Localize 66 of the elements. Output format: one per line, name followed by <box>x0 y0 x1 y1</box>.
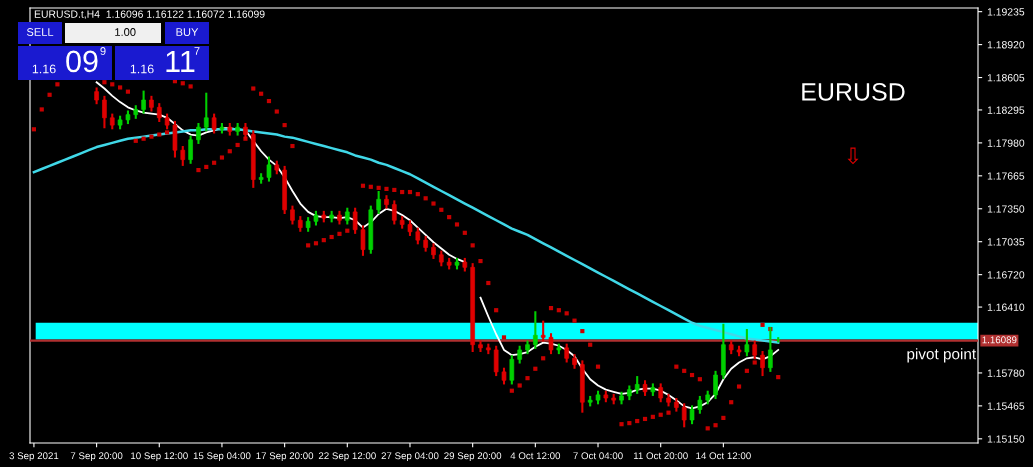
y-tick-label: 1.16720 <box>987 271 1025 279</box>
x-tick-label: 15 Sep 04:00 <box>193 452 251 462</box>
x-tick-label: 11 Oct 20:00 <box>633 452 688 460</box>
candlestick <box>360 224 366 257</box>
x-tick-label: 22 Sep 12:00 <box>318 452 376 462</box>
candlestick <box>180 144 186 167</box>
candlestick <box>752 339 758 361</box>
candlestick <box>713 369 718 401</box>
ref-line-label: 1.16089 <box>982 336 1017 344</box>
candlestick <box>392 199 397 226</box>
y-tick-label: 1.17035 <box>987 238 1025 246</box>
annotation: EURUSD <box>802 83 905 101</box>
x-tick-label: 3 Sep 2021 <box>9 452 59 462</box>
candlestick <box>188 134 193 165</box>
candlestick <box>540 319 546 343</box>
x-tick-label: 17 Sep 20:00 <box>256 452 314 462</box>
candlestick <box>681 402 687 429</box>
y-tick-label: 1.17350 <box>987 205 1025 213</box>
y-tick-label: 1.15150 <box>987 435 1025 443</box>
candlestick <box>760 349 765 378</box>
candlestick <box>266 155 272 183</box>
y-tick-label: 1.18920 <box>987 41 1025 49</box>
x-tick-label: 4 Oct 12:00 <box>510 452 561 460</box>
candlestick <box>352 206 358 235</box>
x-tick-label: 7 Sep 20:00 <box>70 452 123 462</box>
y-tick-label: 1.18295 <box>987 106 1025 114</box>
annotation: 1.16 <box>130 64 154 74</box>
candlestick <box>689 404 695 426</box>
annotation: 7 <box>194 47 200 55</box>
annotation: 9 <box>100 47 106 55</box>
y-tick-label: 1.15780 <box>987 369 1025 377</box>
x-tick-label: 29 Sep 20:00 <box>444 452 502 462</box>
annotation: 1.00 <box>115 28 136 36</box>
candlestick <box>564 342 569 364</box>
x-tick-label: 27 Sep 04:00 <box>381 452 439 462</box>
candlestick <box>290 204 295 226</box>
annotation: SELL <box>26 28 54 36</box>
candlestick <box>658 382 663 404</box>
annotation: BUY <box>176 28 199 36</box>
candlestick <box>548 332 554 356</box>
candlestick <box>493 344 499 378</box>
candlestick <box>196 121 201 145</box>
x-tick-label: 7 Oct 04:00 <box>573 452 623 460</box>
y-tick-label: 1.17665 <box>987 172 1025 180</box>
y-tick-label: 1.18605 <box>987 74 1025 82</box>
y-tick-label: 1.15465 <box>987 402 1025 410</box>
annotation: 09 <box>66 50 98 73</box>
candlestick <box>744 327 750 358</box>
annotation: 1.16 <box>32 64 56 74</box>
candlestick <box>509 354 515 386</box>
candlestick <box>203 91 209 133</box>
candlestick <box>376 189 381 216</box>
candlestick <box>141 89 146 115</box>
candlestick <box>533 310 538 350</box>
candlestick <box>211 112 217 135</box>
annotation: ⇩ <box>847 147 859 165</box>
x-tick-label: 10 Sep 12:00 <box>131 452 188 462</box>
y-tick-label: 1.19235 <box>987 8 1025 16</box>
band-label: pivot point <box>907 348 976 363</box>
candlestick <box>102 94 107 130</box>
y-tick-label: 1.16410 <box>987 303 1025 311</box>
chart-title: EURUSD.t,H4 1.16096 1.16122 1.16072 1.16099 <box>34 10 265 20</box>
annotation: 11 <box>166 50 195 72</box>
y-tick-label: 1.17980 <box>987 139 1025 147</box>
x-tick-label: 14 Oct 12:00 <box>696 452 751 460</box>
candlestick <box>156 102 162 124</box>
